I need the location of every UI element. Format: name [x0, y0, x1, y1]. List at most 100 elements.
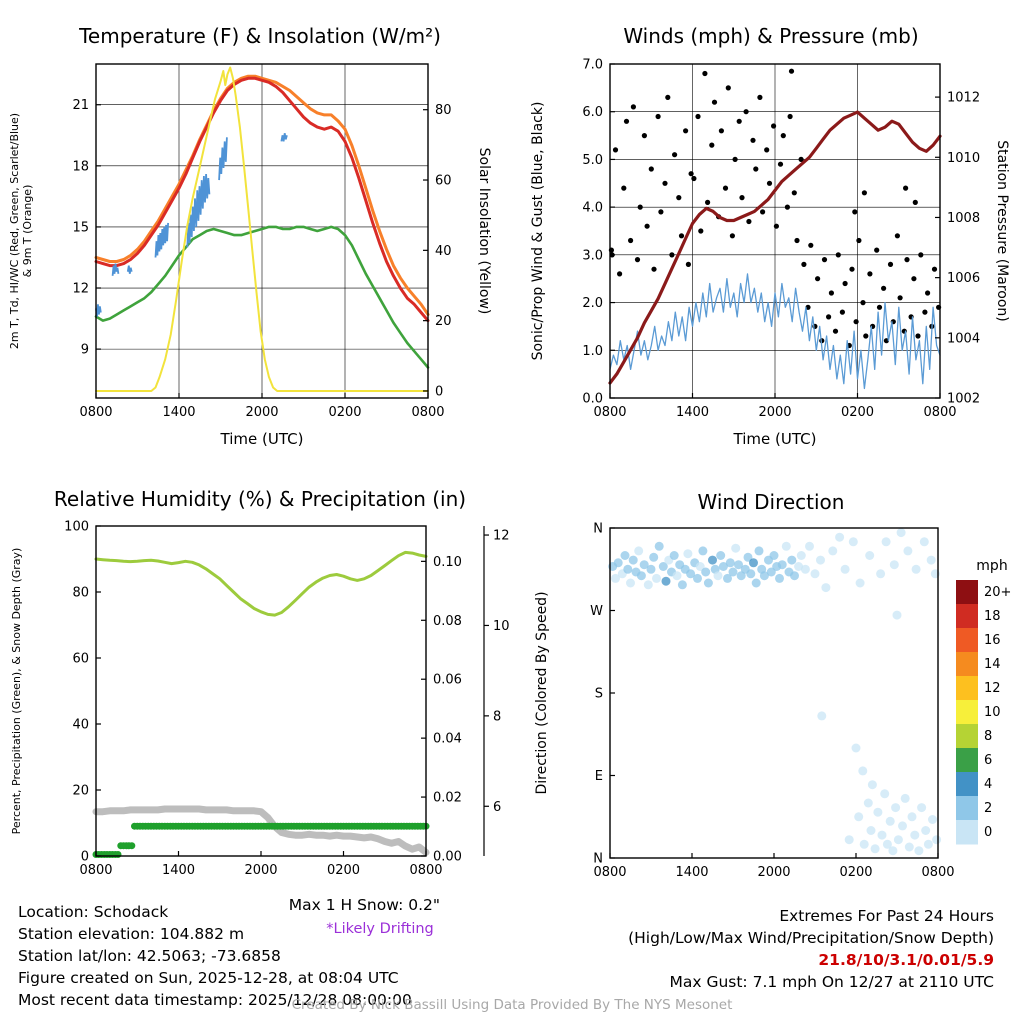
point-gusts-black: [669, 252, 675, 258]
point-gusts-black: [630, 104, 636, 110]
y-right-tick-label: 1010: [947, 151, 980, 166]
point-gusts-black: [787, 113, 793, 120]
point-gusts-black: [623, 118, 630, 124]
point-wind-direction-points: [859, 839, 869, 849]
point-wind-direction-points: [716, 551, 726, 560]
point-wind-direction-points: [881, 537, 891, 547]
x-tick-label: 1400: [675, 865, 708, 880]
point-gusts-black: [711, 99, 718, 105]
humidity-chart-title: Relative Humidity (%) & Precipitation (i…: [53, 487, 467, 511]
point-gusts-black: [612, 147, 619, 153]
y-axis-label: 2m T, Td, HI/WC (Red, Green, Scarlet/Blu…: [8, 113, 21, 349]
point-wind-direction-points: [904, 842, 914, 852]
point-wind-direction-points: [917, 803, 927, 813]
point-wind-direction-points: [844, 835, 854, 845]
x-axis-label: Time (UTC): [733, 430, 817, 448]
extremes-subtitle: (High/Low/Max Wind/Precipitation/Snow De…: [628, 929, 994, 947]
point-gusts-black: [856, 237, 862, 244]
point-wind-direction-points: [698, 546, 708, 556]
point-gusts-black: [780, 133, 786, 139]
point-gusts-black: [788, 68, 795, 74]
point-gusts-black: [705, 199, 711, 205]
point-wind-direction-points: [865, 551, 875, 560]
series-wind-chill-blue: [126, 265, 133, 274]
y-tick-label: 1.0: [582, 344, 603, 359]
point-gusts-black: [794, 237, 800, 244]
y-axis-label: Sonic/Prop Wind & Gust (Blue, Black): [530, 102, 546, 361]
credit-footer: Created By Nick Bassill Using Data Provi…: [291, 997, 733, 1013]
point-gusts-black: [808, 242, 814, 248]
point-gusts-black: [815, 276, 821, 282]
point-gusts-black: [709, 142, 715, 148]
y-right-tick-label: 1004: [947, 331, 980, 346]
point-gusts-black: [658, 209, 664, 215]
point-gusts-black: [718, 128, 724, 134]
y-right-tick-label: 0.02: [433, 791, 462, 806]
y-right-tick-label: 0.00: [433, 850, 462, 865]
x-tick-label: 2000: [757, 865, 790, 880]
point-wind-direction-points: [725, 558, 735, 568]
y-tick-label: 15: [72, 220, 89, 235]
point-wind-direction-points: [919, 537, 929, 547]
series-2m-temp-red: [94, 76, 430, 323]
y-axis-label-right: Station Pressure (Maroon): [994, 140, 1010, 322]
y-axis-label: Percent, Precipitation (Green), & Snow D…: [10, 548, 23, 835]
point-wind-direction-points: [790, 571, 799, 581]
point-gusts-black: [897, 295, 903, 301]
point-wind-direction-points: [643, 580, 653, 590]
point-wind-direction-points: [777, 560, 787, 570]
point-wind-direction-points: [718, 562, 728, 571]
point-gusts-black: [651, 266, 657, 272]
point-wind-direction-points: [910, 830, 920, 840]
point-wind-direction-points: [611, 573, 620, 583]
point-gusts-black: [826, 314, 832, 320]
point-wind-direction-points: [896, 528, 906, 538]
colorbar-band: [956, 676, 978, 701]
point-gusts-black: [922, 309, 928, 315]
y-right-tick-label: 0: [435, 384, 443, 399]
point-wind-direction-points: [848, 537, 858, 547]
point-wind-direction-points: [840, 564, 850, 574]
y-right-tick-label: 60: [435, 174, 452, 189]
likely-drifting-note: *Likely Drifting: [326, 921, 434, 937]
y-right-tick-label: 1006: [947, 271, 980, 286]
point-gusts-black: [688, 171, 694, 177]
series-snow-depth-gray: [92, 805, 430, 856]
extremes-block: Extremes For Past 24 Hours (High/Low/Max…: [628, 905, 994, 993]
point-gusts-black: [863, 333, 869, 339]
point-gusts-black: [698, 228, 704, 234]
point-gusts-black: [766, 180, 773, 186]
point-wind-direction-points: [796, 551, 806, 560]
point-gusts-black: [655, 113, 661, 120]
point-wind-direction-points: [870, 844, 880, 854]
station-elevation: Station elevation: 104.882 m: [18, 925, 245, 943]
point-wind-direction-points: [867, 780, 877, 790]
point-gusts-black: [771, 123, 777, 129]
series-pressure-maroon: [608, 110, 942, 385]
point-gusts-black: [903, 185, 909, 191]
y-right-tick-label: 0.04: [433, 732, 462, 747]
y-right-tick-label: 40: [435, 244, 452, 259]
point-gusts-black: [665, 94, 671, 100]
point-wind-direction-points: [805, 541, 814, 551]
point-gusts-black: [685, 261, 691, 267]
x-tick-label: 0800: [409, 863, 442, 878]
colorbar-label: 2: [984, 801, 992, 816]
x-tick-label: 1400: [162, 405, 195, 420]
point-wind-direction-points: [885, 816, 895, 826]
colorbar-label: 18: [984, 609, 1001, 624]
point-gusts-black: [894, 233, 900, 239]
point-gusts-black: [764, 147, 770, 153]
y-axis-label: Direction (Colored By Speed): [534, 591, 550, 794]
extremes-values: 21.8/10/3.1/0.01/5.9: [818, 951, 994, 969]
y-tick-label: W: [590, 604, 603, 619]
y-tick-label: 4.0: [582, 201, 603, 216]
wind-direction-chart-title: Wind Direction: [697, 490, 845, 514]
point-gusts-black: [672, 152, 678, 158]
x-tick-label: 1400: [162, 863, 195, 878]
y-tick-label: N: [593, 522, 603, 537]
y-right-tick-label: 1008: [947, 211, 980, 226]
point-wind-direction-points: [851, 743, 861, 753]
point-wind-direction-points: [907, 812, 917, 822]
point-wind-direction-points: [769, 551, 779, 560]
